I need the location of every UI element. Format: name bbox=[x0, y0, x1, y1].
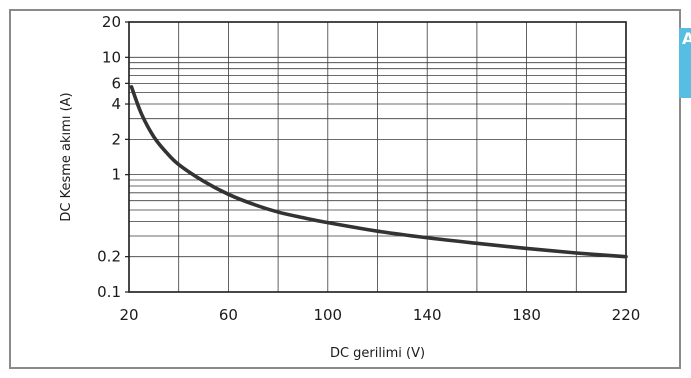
x-tick-label: 220 bbox=[612, 306, 641, 324]
x-tick-label: 20 bbox=[119, 306, 138, 324]
y-axis-title: DC Kesme akımı (A) bbox=[59, 92, 74, 221]
y-tick-label: 6 bbox=[111, 74, 121, 92]
x-tick-label: 60 bbox=[219, 306, 238, 324]
x-tick-labels: 20 60 100 140 180 220 bbox=[119, 306, 640, 324]
y-tick-label: 10 bbox=[102, 48, 121, 66]
x-axis-title: DC gerilimi (V) bbox=[330, 346, 425, 361]
y-tick-label: 20 bbox=[102, 13, 121, 31]
y-tick-labels: 0.1 0.2 1 2 4 6 10 20 bbox=[97, 13, 121, 301]
side-tab[interactable]: A bbox=[679, 28, 691, 98]
y-tick-label: 1 bbox=[111, 166, 121, 184]
series-layer bbox=[129, 85, 628, 259]
plot-border bbox=[128, 21, 627, 293]
x-tick-label: 180 bbox=[512, 306, 541, 324]
y-tick-label: 4 bbox=[111, 95, 121, 113]
series-line-0 bbox=[129, 85, 628, 259]
x-tick-label: 140 bbox=[413, 306, 442, 324]
y-tick-label: 2 bbox=[111, 130, 121, 148]
side-tab-label: A bbox=[682, 30, 691, 48]
x-tick-label: 100 bbox=[313, 306, 342, 324]
y-tick-label: 0.1 bbox=[97, 283, 121, 301]
y-tick-label: 0.2 bbox=[97, 248, 121, 266]
